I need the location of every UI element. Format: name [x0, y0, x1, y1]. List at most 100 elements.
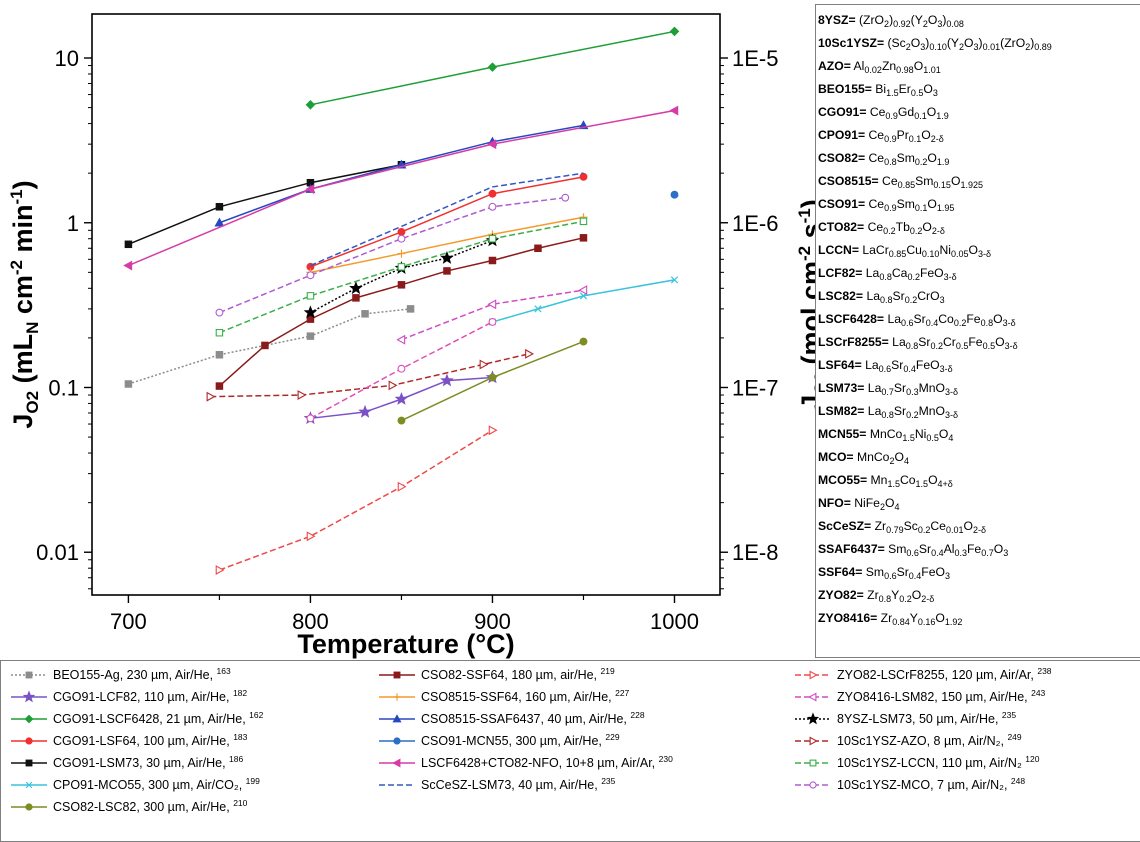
legend-ref: 163 — [216, 666, 231, 676]
legend-swatch — [795, 781, 831, 789]
legend-swatch — [11, 803, 47, 811]
formula-value: MnCo1.5Ni0.5O4 — [866, 427, 954, 443]
legend-swatch — [379, 671, 415, 679]
series-line — [401, 289, 584, 341]
formula-row: LCCN= LaCr0.85Cu0.10Ni0.05O3-δ — [818, 239, 1140, 262]
data-point — [488, 234, 497, 243]
formula-row: MCO55= Mn1.5Co1.5O4+δ — [818, 469, 1140, 492]
y-tick-label: 0.01 — [36, 540, 79, 565]
legend-ref: 186 — [229, 754, 244, 764]
data-point — [297, 390, 307, 400]
legend-label: CSO82-SSF64, 180 µm, air/He, 219 — [421, 666, 615, 682]
formula-key: CPO91= — [818, 128, 866, 142]
legend-label: CGO91-LSCF6428, 21 µm, Air/He, 162 — [53, 710, 264, 726]
legend-swatch — [795, 736, 831, 746]
formula-key: SSAF6437= — [818, 542, 885, 556]
formula-key: LSCF6428= — [818, 312, 885, 326]
x-tick-label: 900 — [474, 609, 511, 634]
legend-swatch — [11, 671, 47, 679]
formula-value: Bi1.5Er0.5O3 — [871, 82, 938, 98]
x-tick-label: 800 — [292, 609, 329, 634]
y-axis-title-left: JO2 (mLN cm-2 min-1) — [7, 180, 42, 428]
y2-tick-label: 1E-6 — [732, 211, 778, 236]
formula-row: NFO= NiFe2O4 — [818, 492, 1140, 515]
data-point — [397, 227, 406, 236]
data-point — [215, 203, 224, 211]
legend-marker — [392, 714, 402, 723]
data-point — [534, 244, 542, 253]
series-16 — [206, 348, 535, 402]
data-point — [306, 271, 315, 280]
series-line — [210, 353, 530, 398]
series-10 — [670, 190, 679, 199]
data-point — [214, 217, 225, 227]
legend-ref: 199 — [245, 776, 260, 786]
formula-value: Sm0.6Sr0.4FeO3 — [862, 565, 950, 581]
legend-label: CGO91-LSM73, 30 µm, Air/He, 186 — [53, 754, 244, 770]
formula-row: ZYO8416= Zr0.84Y0.16O1.92 — [818, 607, 1140, 630]
legend-label: 10Sc1YSZ-MCO, 7 µm, Air/N₂, 248 — [837, 776, 1026, 792]
formula-value: Mn1.5Co1.5O4+δ — [867, 473, 953, 489]
legend-ref: 210 — [233, 798, 248, 808]
formula-value: Al0.02Zn0.98O1.01 — [850, 59, 941, 75]
legend-ref: 230 — [658, 754, 673, 764]
data-point — [487, 62, 498, 72]
formula-value: Zr0.79Sc0.2Ce0.01O2-δ — [871, 519, 986, 535]
legend-ref: 249 — [1007, 732, 1022, 742]
formula-row: CSO91= Ce0.9Sm0.1O1.95 — [818, 193, 1140, 216]
data-point — [443, 267, 451, 275]
data-point — [388, 380, 398, 391]
series-12 — [310, 172, 584, 267]
data-point — [206, 391, 216, 402]
legend-marker — [393, 671, 401, 679]
formula-key: BEO155= — [818, 82, 872, 96]
data-point — [525, 348, 535, 359]
data-point — [397, 416, 406, 425]
legend-label: CSO82-LSC82, 300 µm, Air/He, 210 — [53, 798, 248, 814]
data-point — [579, 234, 588, 242]
x-axis-title: Temperature (°C) — [297, 629, 514, 659]
formula-key: MCO55= — [818, 473, 868, 487]
formula-value: La0.8Sr0.2CrO3 — [863, 289, 945, 305]
formula-value: Ce0.8Sm0.2O1.9 — [865, 151, 950, 167]
series-line — [310, 172, 584, 267]
legend-marker — [393, 737, 401, 745]
formula-value: Zr0.84Y0.16O1.92 — [877, 611, 963, 627]
series-line — [128, 163, 402, 245]
formula-value: La0.8Sr0.2Cr0.5Fe0.5O3-δ — [888, 335, 1018, 351]
data-point — [561, 193, 570, 202]
series-line — [219, 124, 584, 224]
formula-row: LSCrF8255= La0.8Sr0.2Cr0.5Fe0.5O3-δ — [818, 331, 1140, 354]
series-1 — [303, 370, 500, 425]
formula-value: Sm0.6Sr0.4Al0.3Fe0.7O3 — [884, 542, 1009, 558]
legend-marker — [25, 759, 33, 767]
series-legend: BEO155-Ag, 230 µm, Air/He, 163 CGO91-LCF8… — [0, 660, 1140, 842]
data-point — [397, 249, 406, 258]
series-line — [219, 429, 493, 571]
y-tick-label: 1 — [67, 211, 79, 236]
data-point — [579, 337, 588, 346]
formula-row: 10Sc1YSZ= (Sc2O3)0.10(Y2O3)0.01(ZrO2)0.8… — [818, 32, 1140, 55]
data-point — [261, 341, 269, 350]
data-point — [487, 299, 497, 310]
data-point — [488, 317, 497, 326]
legend-swatch — [379, 758, 415, 768]
data-point — [669, 26, 680, 37]
legend-ref: 243 — [1031, 688, 1046, 698]
data-point — [352, 294, 360, 302]
data-point — [303, 305, 318, 319]
legend-label: CSO8515-SSF64, 160 µm, Air/He, 227 — [421, 688, 630, 704]
formula-key: LCF82= — [818, 266, 863, 280]
data-point — [394, 391, 409, 405]
data-point — [306, 315, 315, 323]
series-line — [128, 308, 411, 385]
data-point — [670, 276, 679, 284]
formula-key: CSO82= — [818, 151, 866, 165]
data-point — [123, 260, 133, 271]
formula-row: CPO91= Ce0.9Pr0.1O2-δ — [818, 124, 1140, 147]
data-point — [669, 105, 679, 116]
legend-marker — [25, 803, 33, 811]
legend-ref: 235 — [601, 776, 616, 786]
formula-value: La0.6Sr0.4Co0.2Fe0.8O3-δ — [884, 312, 1016, 328]
formula-key: LSCrF8255= — [818, 335, 889, 349]
